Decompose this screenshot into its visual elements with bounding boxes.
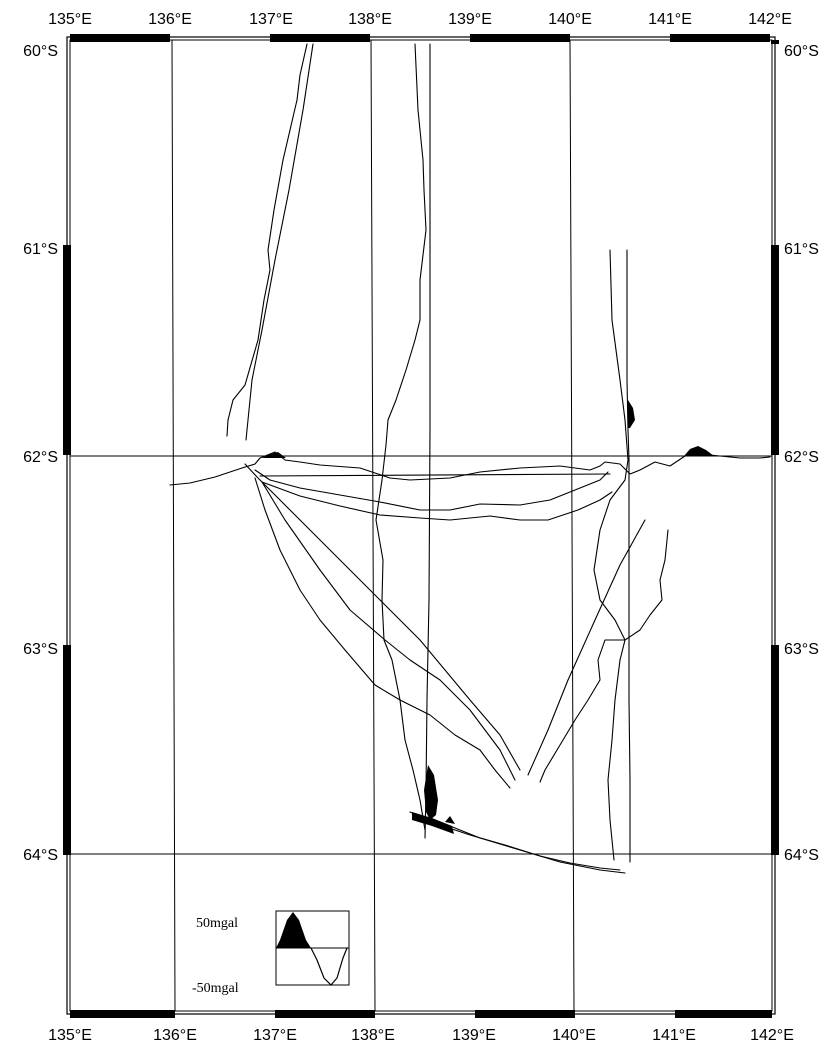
lon-label: 140°E [552, 1027, 596, 1044]
lon-label: 135°E [48, 1027, 92, 1044]
lon-label: 139°E [448, 11, 492, 28]
lon-label: 142°E [748, 11, 792, 28]
lon-label: 142°E [750, 1027, 794, 1044]
lon-label: 138°E [348, 11, 392, 28]
lon-label: 141°E [652, 1027, 696, 1044]
lat-label: 62°S [784, 449, 819, 466]
left-lat-labels: 60°S 61°S 62°S 63°S 64°S [23, 43, 58, 864]
lat-label: 63°S [784, 641, 819, 658]
legend-bottom-label: -50mgal [192, 981, 239, 996]
lat-label: 64°S [23, 847, 58, 864]
lon-label: 141°E [648, 11, 692, 28]
lon-label: 136°E [153, 1027, 197, 1044]
lon-label: 136°E [148, 11, 192, 28]
lon-label: 138°E [351, 1027, 395, 1044]
bottom-lon-labels: 135°E 136°E 137°E 138°E 139°E 140°E 141°… [48, 1027, 794, 1044]
lat-label: 60°S [23, 43, 58, 60]
lat-label: 60°S [784, 43, 819, 60]
lon-label: 135°E [48, 11, 92, 28]
top-lon-labels: 135°E 136°E 137°E 138°E 139°E 140°E 141°… [48, 11, 792, 28]
lat-label: 61°S [23, 241, 58, 258]
lat-label: 61°S [784, 241, 819, 258]
legend-positive-fill [276, 912, 311, 948]
map-frame [63, 34, 779, 1018]
lon-label: 137°E [249, 11, 293, 28]
lat-label: 64°S [784, 847, 819, 864]
right-lat-labels: 60°S 61°S 62°S 63°S 64°S [784, 43, 819, 864]
graticule [70, 39, 772, 1012]
lon-label: 139°E [452, 1027, 496, 1044]
lon-label: 137°E [253, 1027, 297, 1044]
legend-negative-curve [310, 947, 348, 986]
ship-tracks [169, 43, 771, 874]
legend: 50mgal -50mgal [192, 910, 350, 996]
legend-top-label: 50mgal [196, 916, 238, 931]
lon-label: 140°E [548, 11, 592, 28]
lat-label: 62°S [23, 449, 58, 466]
lat-label: 63°S [23, 641, 58, 658]
